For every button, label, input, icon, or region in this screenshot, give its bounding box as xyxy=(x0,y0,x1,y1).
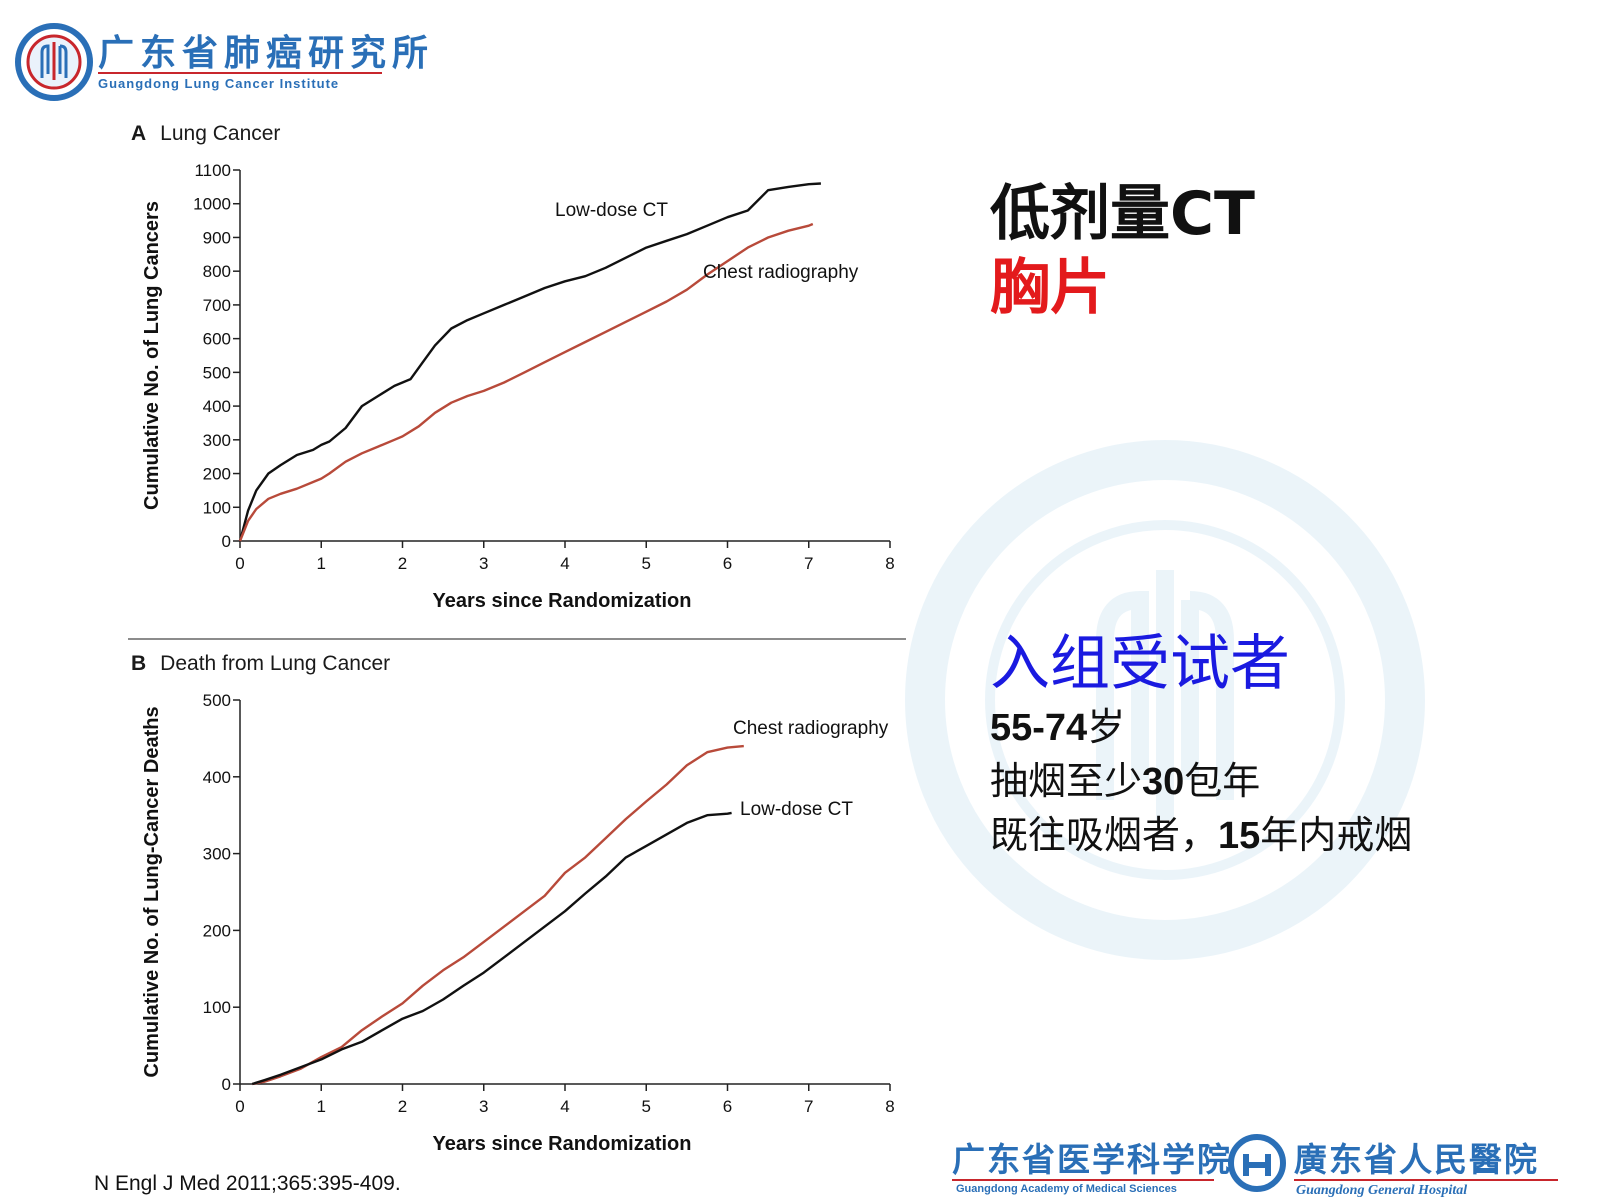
panel-b-title: Death from Lung Cancer xyxy=(160,652,391,675)
criteria-former-post: 年内戒烟 xyxy=(1260,813,1413,857)
panel-b-letter: B xyxy=(131,652,147,675)
academy-divider xyxy=(952,1179,1214,1181)
chart-b-x-tick-label: 1 xyxy=(317,1097,326,1116)
chart-a-x-tick-label: 3 xyxy=(479,554,488,573)
panel-a-heading: A Lung Cancer xyxy=(131,122,280,146)
chart-b-y-tick-label: 400 xyxy=(203,768,231,787)
chart-a-x-tick-label: 1 xyxy=(317,554,326,573)
chart-a-x-tick-label: 0 xyxy=(235,554,244,573)
panel-divider xyxy=(128,638,906,640)
chart-a-x-tick-label: 8 xyxy=(885,554,894,573)
chart-b-y-tick-label: 300 xyxy=(203,845,231,864)
criteria-age-unit: 岁 xyxy=(1087,705,1126,749)
academy-name-cn: 广东省医学科学院 xyxy=(952,1140,1232,1179)
institute-emblem-icon xyxy=(15,23,93,101)
chart-b-x-tick-label: 0 xyxy=(235,1097,244,1116)
chart-b-y-axis-label: Cumulative No. of Lung-Cancer Deaths xyxy=(141,706,163,1077)
chart-a-x-tick-label: 7 xyxy=(804,554,813,573)
chart-b-y-tick-label: 0 xyxy=(222,1075,231,1094)
institute-name-cn: 广东省肺癌研究所 xyxy=(98,32,435,74)
chart-a-y-tick-label: 800 xyxy=(203,262,231,281)
enrollment-heading: 入组受试者 xyxy=(990,629,1290,699)
criteria-age-range: 55-74 xyxy=(990,707,1088,749)
chart-a-series-2-label: Chest radiography xyxy=(703,262,859,283)
chart-a-y-tick-label: 0 xyxy=(222,532,231,551)
chart-a-y-tick-label: 1100 xyxy=(194,161,231,180)
chart-a-y-tick-label: 1000 xyxy=(193,195,231,214)
academy-name-en: Guangdong Academy of Medical Sciences xyxy=(956,1183,1177,1195)
criteria-former-num: 15 xyxy=(1218,815,1261,857)
criteria-former-pre: 既往吸烟者， xyxy=(990,813,1219,857)
title-ldct: 低剂量CT xyxy=(990,179,1255,249)
chart-a-y-tick-label: 200 xyxy=(203,465,231,484)
chart-a-y-tick-label: 600 xyxy=(203,330,231,349)
panel-b-heading: B Death from Lung Cancer xyxy=(131,652,390,676)
chart-b-series-1-line xyxy=(251,744,744,1086)
chart-b-series-1-label: Chest radiography xyxy=(733,718,889,739)
chart-a-series-1-line xyxy=(238,182,821,542)
logo-divider xyxy=(98,72,382,74)
chart-b-y-tick-label: 500 xyxy=(203,691,231,710)
chart-b-x-tick-label: 4 xyxy=(560,1097,569,1116)
hospital-emblem-icon xyxy=(1228,1134,1286,1192)
criteria-smoking-post: 包年 xyxy=(1184,759,1261,803)
title-chest-xray: 胸片 xyxy=(990,253,1110,323)
chart-a-series-2-line xyxy=(238,222,814,542)
chart-b-x-tick-label: 7 xyxy=(804,1097,813,1116)
charts-canvas: 0 1 2 3 4 5 6 7 80100200300400500600700800900100… xyxy=(141,161,895,1155)
hospital-name-cn: 廣东省人民醫院 xyxy=(1294,1140,1539,1179)
institute-name-en: Guangdong Lung Cancer Institute xyxy=(98,76,340,91)
chart-a-y-tick-label: 400 xyxy=(203,397,231,416)
criteria-former: 既往吸烟者，15年内戒烟 xyxy=(990,816,1412,855)
chart-a-y-tick-label: 100 xyxy=(203,498,231,517)
criteria-smoking-num: 30 xyxy=(1142,761,1185,803)
chart-a-series-1-label: Low-dose CT xyxy=(555,200,668,221)
hospital-name-en: Guangdong General Hospital xyxy=(1296,1183,1468,1198)
chart-b-y-tick-label: 100 xyxy=(203,998,231,1017)
chart-b-y-tick-label: 200 xyxy=(203,921,231,940)
chart-a-x-tick-label: 6 xyxy=(723,554,732,573)
chart-a-y-axis-label: Cumulative No. of Lung Cancers xyxy=(141,201,163,510)
chart-a-x-tick-label: 5 xyxy=(642,554,651,573)
criteria-smoking: 抽烟至少30包年 xyxy=(990,762,1260,801)
panel-a-letter: A xyxy=(131,122,147,145)
criteria-age: 55-74岁 xyxy=(990,708,1125,747)
watermark-emblem-icon xyxy=(905,440,1425,960)
chart-a-y-tick-label: 900 xyxy=(203,228,231,247)
criteria-smoking-pre: 抽烟至少 xyxy=(990,759,1143,803)
citation: N Engl J Med 2011;365:395-409. xyxy=(94,1172,401,1195)
chart-b-x-tick-label: 6 xyxy=(723,1097,732,1116)
chart-b-x-axis-label: Years since Randomization xyxy=(433,1133,692,1155)
chart-b-series-2-line xyxy=(251,811,732,1086)
chart-a-x-tick-label: 2 xyxy=(398,554,407,573)
panel-a-title: Lung Cancer xyxy=(160,122,281,145)
chart-a-y-tick-label: 700 xyxy=(203,296,231,315)
chart-a-y-tick-label: 300 xyxy=(203,431,231,450)
hospital-divider xyxy=(1294,1179,1558,1181)
chart-a-y-tick-label: 500 xyxy=(203,363,231,382)
chart-a-x-axis-label: Years since Randomization xyxy=(433,590,692,612)
chart-b-x-tick-label: 3 xyxy=(479,1097,488,1116)
chart-a-x-tick-label: 4 xyxy=(560,554,569,573)
chart-b-x-tick-label: 2 xyxy=(398,1097,407,1116)
chart-b-x-tick-label: 8 xyxy=(885,1097,894,1116)
chart-b-series-2-label: Low-dose CT xyxy=(740,799,853,820)
chart-b-x-tick-label: 5 xyxy=(642,1097,651,1116)
